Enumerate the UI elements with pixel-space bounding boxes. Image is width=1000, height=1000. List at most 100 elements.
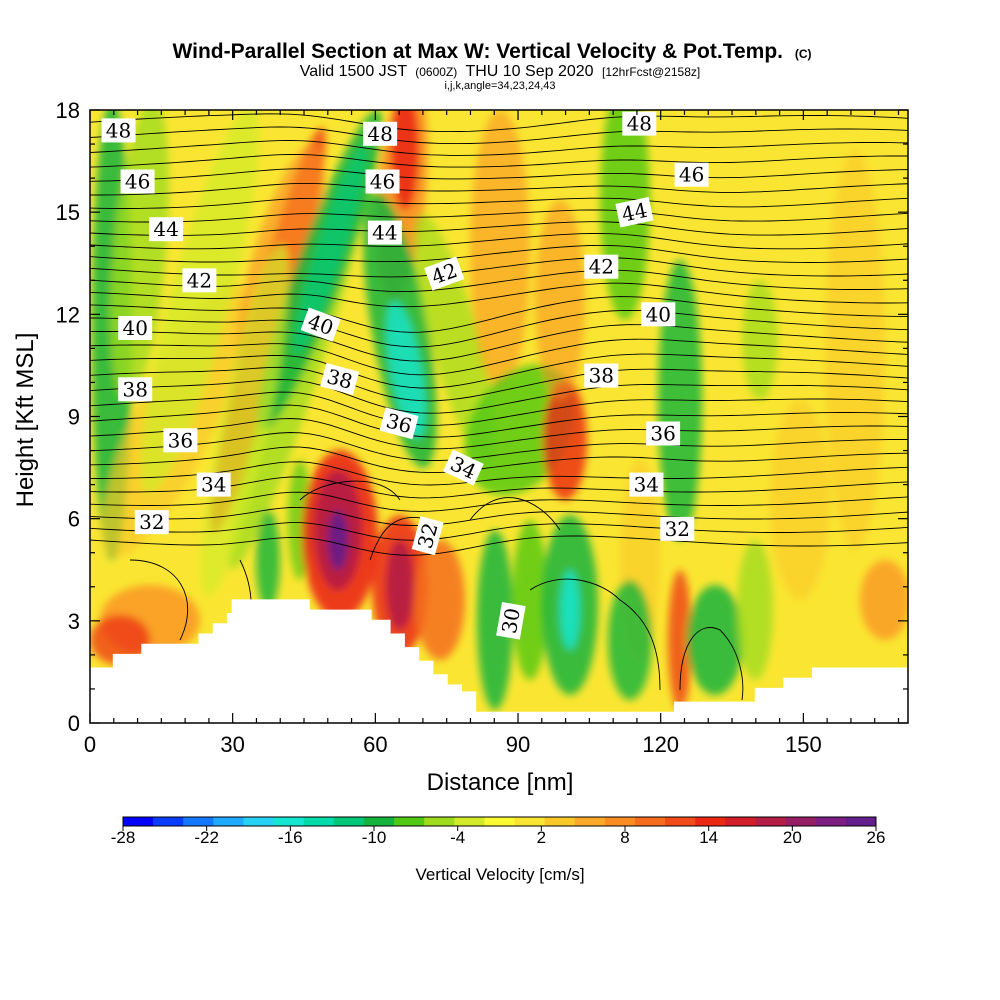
isentrope-label-bg: [584, 363, 619, 388]
isentrope-label-text: 40: [122, 316, 147, 340]
isentrope-label-bg: [134, 510, 169, 535]
colorbar-swatch: [665, 817, 696, 826]
colorbar-label: Vertical Velocity [cm/s]: [415, 865, 584, 884]
subtitle-zulu: (0600Z): [415, 65, 457, 79]
colorbar-swatch: [544, 817, 576, 826]
svg-text:Wind-Parallel Section at Max W: Wind-Parallel Section at Max W: Vertical…: [172, 40, 811, 63]
x-tick-label: 0: [84, 732, 96, 757]
isentrope-label-text: 36: [650, 422, 675, 446]
colorbar-swatch: [153, 817, 184, 826]
isentrope-label: 36: [646, 421, 681, 446]
isentrope-label: 44: [615, 196, 654, 228]
x-axis-label: Distance [nm]: [427, 769, 574, 796]
isentrope-label-bg: [320, 363, 360, 395]
colorbar-tick-label: -28: [111, 828, 136, 847]
isentrope-label: 48: [622, 111, 657, 136]
x-tick-label: 60: [363, 732, 387, 757]
colorbar-tick-label: -22: [194, 828, 219, 847]
isentrope-label-bg: [615, 196, 654, 228]
colorbar-swatch: [303, 817, 335, 826]
y-tick-label: 6: [68, 507, 80, 532]
isentrope-label-text: 38: [589, 364, 614, 388]
isentrope-label-bg: [363, 121, 398, 146]
isentrope-label-text: 46: [125, 170, 150, 194]
isentrope-label: 34: [629, 472, 664, 497]
isentrope-label-bg: [411, 516, 444, 556]
isentrope-label-text: 46: [370, 170, 395, 194]
isentrope-label-text: 46: [679, 163, 704, 187]
colorbar-tick-label: 14: [699, 828, 718, 847]
isentrope-label: 46: [674, 162, 709, 187]
y-tick-label: 15: [56, 200, 80, 225]
isentrope-label-bg: [149, 217, 184, 242]
isentrope-label: 48: [101, 118, 136, 143]
isentrope-label: 32: [134, 510, 169, 535]
y-tick-label: 0: [68, 711, 80, 736]
isentrope-label: 42: [182, 268, 217, 293]
colorbar-swatch: [574, 817, 606, 826]
isentrope-label-text: 48: [367, 122, 392, 146]
colorbar-tick-label: 2: [537, 828, 546, 847]
x-tick-label: 30: [220, 732, 244, 757]
isentrope-label-bg: [118, 316, 153, 340]
isentrope-label: 34: [196, 472, 231, 497]
colorbar-swatch: [815, 817, 847, 826]
isentrope-labels: 4846444240383634324846444240383634323048…: [101, 111, 709, 640]
isentrope-label: 38: [584, 363, 619, 388]
isentrope-label-text: 48: [627, 112, 652, 136]
colorbar-swatch: [333, 817, 365, 826]
isentrope-label-bg: [424, 256, 465, 291]
isentrope-label-bg: [379, 407, 419, 440]
colorbar-swatch: [243, 817, 274, 826]
chart-subsubtitle: i,j,k,angle=34,23,24,43: [444, 80, 555, 92]
isentrope-label-bg: [163, 428, 198, 453]
x-tick-label: 120: [642, 732, 679, 757]
isentrope-label-text: 38: [122, 377, 147, 401]
isentrope-label-text: 44: [620, 198, 650, 227]
colorbar-swatch: [363, 817, 395, 826]
isentrope-label: 38: [118, 377, 153, 402]
isentrope-label-bg: [641, 302, 676, 327]
terrain-mask: [90, 600, 908, 723]
isentrope-label: 38: [320, 363, 360, 395]
colorbar-swatch: [394, 817, 425, 826]
colorbar-swatch: [123, 817, 154, 826]
isentrope-label-bg: [629, 472, 664, 497]
y-tick-label: 9: [68, 405, 80, 430]
colorbar-tick-label: -10: [362, 828, 387, 847]
colorbar-swatch: [273, 817, 305, 826]
colorbar-swatch: [514, 817, 546, 826]
isentrope-label-text: 34: [634, 473, 659, 497]
isentrope-label: 46: [120, 169, 155, 194]
isentrope-label-text: 30: [497, 606, 525, 635]
colorbar-swatch: [755, 817, 787, 826]
isentrope-label-bg: [300, 307, 341, 342]
isentrope-label-bg: [646, 421, 681, 446]
isentrope-label-bg: [182, 268, 217, 293]
isentrope-label: 30: [496, 601, 526, 640]
isentrope-label-bg: [496, 601, 526, 640]
isentrope-label-text: 40: [646, 302, 671, 326]
isentrope-label-text: 42: [589, 255, 614, 279]
colorbar-swatch: [213, 817, 244, 826]
colorbar-tick-label: 26: [867, 828, 886, 847]
x-tick-label: 90: [506, 732, 530, 757]
isentrope-label: 48: [363, 121, 398, 146]
isentrope-label-text: 34: [201, 473, 226, 497]
isentrope-label-bg: [365, 169, 400, 194]
isentrope-label: 46: [365, 169, 400, 194]
chart-title-group: Wind-Parallel Section at Max W: Vertical…: [172, 40, 811, 92]
subtitle-date: THU 10 Sep 2020: [465, 63, 593, 80]
subtitle-valid: Valid 1500 JST: [300, 63, 408, 80]
colorbar-swatch: [785, 817, 817, 826]
isentrope-label-bg: [120, 169, 155, 194]
colorbar-swatch: [454, 817, 485, 826]
colorbar: [122, 816, 877, 831]
isentrope-label-bg: [118, 377, 153, 402]
isentrope-label-bg: [442, 449, 484, 486]
isentrope-label: 44: [367, 220, 402, 245]
svg-text:Valid 1500 JST (0600Z): Valid 1500 JST (0600Z) THU 10 Sep 2020 […: [300, 63, 700, 80]
chart-title: Wind-Parallel Section at Max W: Vertical…: [172, 40, 783, 63]
